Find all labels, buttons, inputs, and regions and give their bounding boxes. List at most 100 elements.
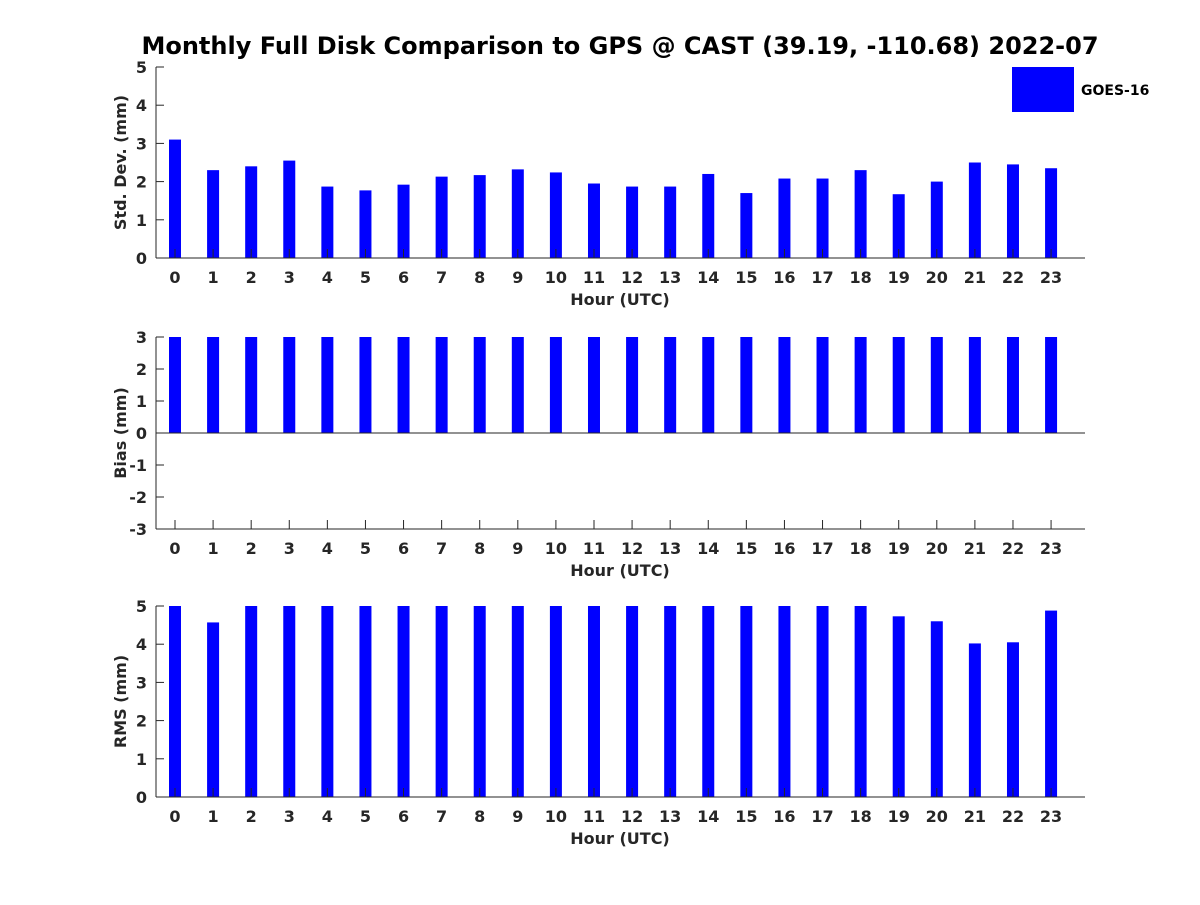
x-tick-label-3-22: 22 <box>1002 807 1024 826</box>
bar-1-18 <box>854 170 867 258</box>
y-tick-label-1-3: 3 <box>136 134 147 153</box>
legend: GOES-16 <box>1012 67 1149 112</box>
x-tick-label-3-1: 1 <box>208 807 219 826</box>
y-axis-label-3: RMS (mm) <box>111 655 130 748</box>
y-axis-label-2: Bias (mm) <box>111 387 130 479</box>
x-tick-label-1-12: 12 <box>621 268 643 287</box>
x-tick-label-3-10: 10 <box>545 807 567 826</box>
bar-3-15 <box>740 606 753 797</box>
bar-2-2 <box>245 337 258 433</box>
y-tick-label-3-2: 2 <box>136 712 147 731</box>
x-tick-label-2-22: 22 <box>1002 539 1024 558</box>
x-tick-label-3-4: 4 <box>322 807 333 826</box>
bar-1-0 <box>169 139 181 258</box>
x-tick-label-1-11: 11 <box>583 268 605 287</box>
y-tick-label-2--3: -3 <box>129 520 147 539</box>
x-tick-label-3-23: 23 <box>1040 807 1062 826</box>
x-tick-label-2-14: 14 <box>697 539 719 558</box>
x-tick-label-1-4: 4 <box>322 268 333 287</box>
bar-2-23 <box>1045 337 1058 433</box>
y-tick-label-2-0: 0 <box>136 424 147 443</box>
bar-3-20 <box>930 621 943 797</box>
y-tick-label-3-0: 0 <box>136 788 147 807</box>
bar-1-3 <box>283 160 296 258</box>
y-axis-label-1: Std. Dev. (mm) <box>111 95 130 230</box>
bar-2-8 <box>473 337 486 433</box>
bar-2-6 <box>397 337 410 433</box>
x-tick-label-3-15: 15 <box>735 807 757 826</box>
bar-1-19 <box>892 194 905 258</box>
bar-1-9 <box>511 169 524 258</box>
x-tick-label-1-7: 7 <box>436 268 447 287</box>
bar-3-0 <box>169 606 181 797</box>
x-tick-label-3-6: 6 <box>398 807 409 826</box>
x-tick-label-3-2: 2 <box>246 807 257 826</box>
bar-2-1 <box>207 337 220 433</box>
bar-1-16 <box>778 178 791 258</box>
bar-3-16 <box>778 606 791 797</box>
y-tick-label-1-1: 1 <box>136 211 147 230</box>
bar-2-3 <box>283 337 296 433</box>
x-tick-label-1-9: 9 <box>512 268 523 287</box>
x-tick-label-3-18: 18 <box>849 807 871 826</box>
x-tick-label-2-6: 6 <box>398 539 409 558</box>
y-tick-label-2--2: -2 <box>129 488 147 507</box>
bar-1-1 <box>207 170 220 258</box>
bar-2-21 <box>968 337 981 433</box>
bar-1-14 <box>702 173 715 258</box>
bar-3-1 <box>207 622 220 797</box>
bar-3-19 <box>892 616 905 797</box>
bar-2-19 <box>892 337 905 433</box>
bar-1-21 <box>968 162 981 258</box>
bar-3-11 <box>587 606 600 797</box>
x-tick-label-1-8: 8 <box>474 268 485 287</box>
legend-label-goes-16: GOES-16 <box>1081 83 1149 99</box>
bar-2-10 <box>549 337 562 433</box>
bar-1-15 <box>740 193 753 258</box>
y-tick-label-3-4: 4 <box>136 635 147 654</box>
y-tick-label-2-2: 2 <box>136 360 147 379</box>
bar-1-20 <box>930 181 943 258</box>
x-tick-label-2-18: 18 <box>849 539 871 558</box>
x-tick-label-1-1: 1 <box>208 268 219 287</box>
x-tick-label-2-12: 12 <box>621 539 643 558</box>
x-tick-label-1-16: 16 <box>773 268 795 287</box>
bar-3-4 <box>321 606 334 797</box>
y-tick-label-1-0: 0 <box>136 249 147 268</box>
chart-title: Monthly Full Disk Comparison to GPS @ CA… <box>141 32 1098 60</box>
x-tick-label-3-3: 3 <box>284 807 295 826</box>
bar-1-6 <box>397 184 410 258</box>
x-tick-label-3-13: 13 <box>659 807 681 826</box>
x-tick-label-3-7: 7 <box>436 807 447 826</box>
x-tick-label-3-0: 0 <box>169 807 180 826</box>
bar-1-17 <box>816 178 829 258</box>
x-tick-label-2-16: 16 <box>773 539 795 558</box>
x-tick-label-3-5: 5 <box>360 807 371 826</box>
bar-2-4 <box>321 337 334 433</box>
x-tick-label-1-18: 18 <box>849 268 871 287</box>
x-tick-label-1-23: 23 <box>1040 268 1062 287</box>
x-tick-label-2-20: 20 <box>926 539 948 558</box>
bar-3-23 <box>1045 610 1058 797</box>
bar-2-12 <box>626 337 639 433</box>
x-tick-label-1-0: 0 <box>169 268 180 287</box>
x-tick-label-1-6: 6 <box>398 268 409 287</box>
x-tick-label-1-20: 20 <box>926 268 948 287</box>
bar-1-2 <box>245 166 258 258</box>
x-tick-label-1-19: 19 <box>888 268 910 287</box>
bar-3-18 <box>854 606 867 797</box>
x-tick-label-3-14: 14 <box>697 807 719 826</box>
x-tick-label-2-23: 23 <box>1040 539 1062 558</box>
x-tick-label-1-14: 14 <box>697 268 719 287</box>
x-axis-label-1: Hour (UTC) <box>570 290 670 309</box>
y-tick-label-2-1: 1 <box>136 392 147 411</box>
y-tick-label-1-4: 4 <box>136 96 147 115</box>
bar-1-11 <box>587 183 600 258</box>
x-tick-label-2-21: 21 <box>964 539 986 558</box>
bar-3-2 <box>245 606 258 797</box>
bar-2-14 <box>702 337 715 433</box>
